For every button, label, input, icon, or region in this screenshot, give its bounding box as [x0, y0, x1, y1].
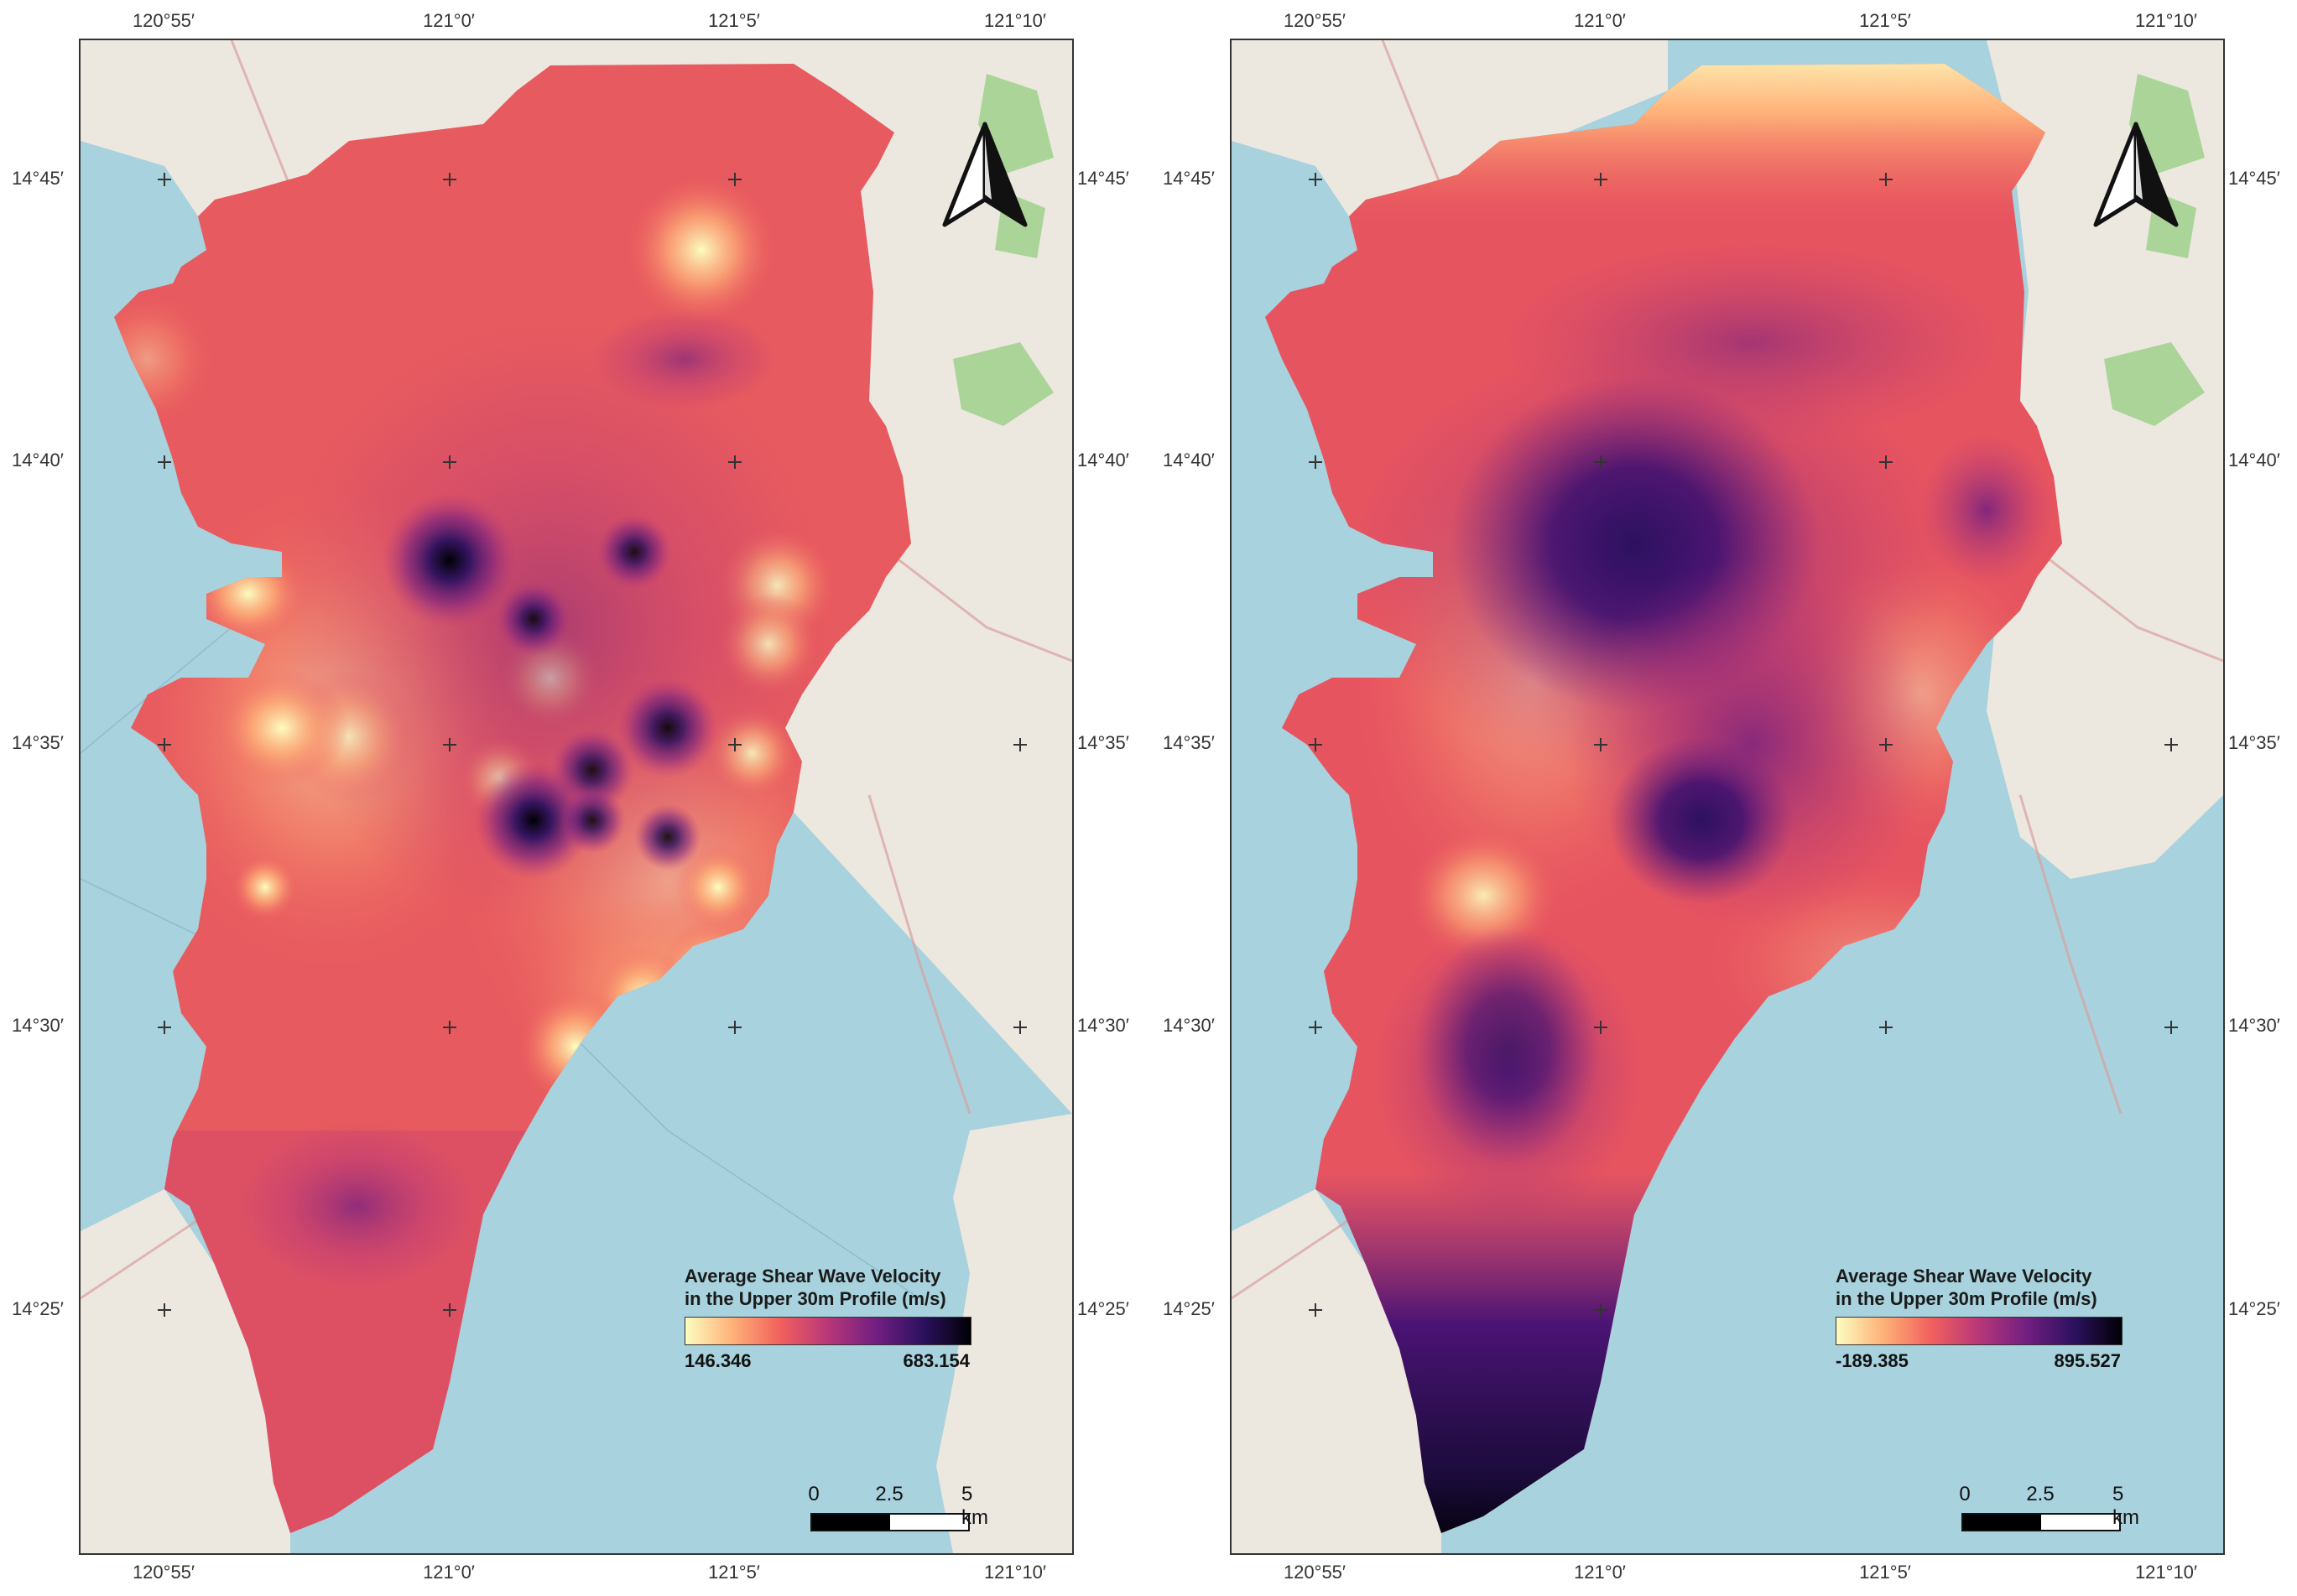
- legend-max: 683.154: [903, 1350, 970, 1371]
- lon-label: 121°10′: [2134, 10, 2198, 31]
- lat-label: 14°40′: [12, 450, 64, 470]
- lon-label: 121°0′: [423, 10, 475, 31]
- lon-label: 121°10′: [983, 10, 1047, 31]
- legend-min: -189.385: [1836, 1350, 1909, 1371]
- legend-title-line1: Average Shear Wave Velocity: [685, 1266, 941, 1287]
- lat-label: 14°35′: [1077, 732, 1129, 753]
- lat-label: 14°45′: [12, 168, 64, 189]
- legend: Average Shear Wave Velocity in the Upper…: [1836, 1265, 2188, 1374]
- scale-bar: 0 2.5 5 km: [1959, 1483, 2139, 1531]
- map-frame[interactable]: Average Shear Wave Velocity in the Upper…: [1230, 39, 2225, 1555]
- lat-label: 14°30′: [2228, 1015, 2280, 1036]
- scale-label-zero: 0: [1959, 1483, 1971, 1505]
- lat-label: 14°25′: [1163, 1298, 1215, 1319]
- lat-label: 14°45′: [2228, 168, 2280, 189]
- scale-label-zero: 0: [808, 1483, 820, 1505]
- legend: Average Shear Wave Velocity in the Upper…: [685, 1265, 1037, 1374]
- lat-label: 14°25′: [2228, 1298, 2280, 1319]
- legend-title-line1: Average Shear Wave Velocity: [1836, 1266, 2092, 1287]
- lon-label: 121°5′: [1859, 10, 1911, 31]
- lon-label: 121°0′: [1574, 1562, 1626, 1583]
- lon-label: 120°55′: [132, 10, 195, 31]
- legend-title-line2: in the Upper 30m Profile (m/s): [685, 1288, 946, 1309]
- map-canvas: [1232, 40, 2223, 1553]
- map-frame[interactable]: Average Shear Wave Velocity in the Upper…: [79, 39, 1074, 1555]
- lat-label: 14°30′: [12, 1015, 64, 1036]
- lat-label: 14°30′: [1077, 1015, 1129, 1036]
- graticule: [1309, 173, 2178, 1317]
- lat-label: 14°35′: [2228, 732, 2280, 753]
- lat-label: 14°45′: [1163, 168, 1215, 189]
- lat-label: 14°35′: [12, 732, 64, 753]
- graticule: [158, 173, 1027, 1317]
- lon-label: 121°0′: [423, 1562, 475, 1583]
- north-arrow-icon: [942, 122, 1028, 227]
- scale-label-max: 5 km: [961, 1483, 988, 1529]
- lon-label: 121°10′: [2134, 1562, 2198, 1583]
- lat-label: 14°40′: [1077, 450, 1129, 470]
- lat-label: 14°30′: [1163, 1015, 1215, 1036]
- lon-label: 121°10′: [983, 1562, 1047, 1583]
- lon-label: 120°55′: [132, 1562, 195, 1583]
- lat-label: 14°40′: [1163, 450, 1215, 470]
- legend-max: 895.527: [2054, 1350, 2121, 1371]
- lat-label: 14°40′: [2228, 450, 2280, 470]
- lat-label: 14°35′: [1163, 732, 1215, 753]
- lat-label: 14°25′: [12, 1298, 64, 1319]
- lat-label: 14°25′: [1077, 1298, 1129, 1319]
- scale-label-mid: 2.5: [875, 1483, 904, 1505]
- velocity-surface: [1265, 64, 2062, 1533]
- map-panel-right: 120°55′ 121°0′ 121°5′ 121°10′ 120°55′ 12…: [1151, 0, 2297, 1596]
- lon-label: 121°0′: [1574, 10, 1626, 31]
- lon-label: 121°5′: [708, 1562, 760, 1583]
- map-canvas: [81, 40, 1072, 1553]
- north-arrow-icon: [2093, 122, 2179, 227]
- lon-label: 120°55′: [1283, 10, 1346, 31]
- color-ramp: [685, 1317, 971, 1345]
- lat-label: 14°45′: [1077, 168, 1129, 189]
- lon-label: 121°5′: [1859, 1562, 1911, 1583]
- legend-min: 146.346: [685, 1350, 752, 1371]
- color-ramp: [1836, 1317, 2123, 1345]
- legend-title-line2: in the Upper 30m Profile (m/s): [1836, 1288, 2097, 1309]
- scale-label-mid: 2.5: [2026, 1483, 2055, 1505]
- map-panel-left: 120°55′ 121°0′ 121°5′ 121°10′ 120°55′ 12…: [12, 10, 1129, 1583]
- scale-bar: 0 2.5 5 km: [808, 1483, 988, 1531]
- lon-label: 120°55′: [1283, 1562, 1346, 1583]
- scale-label-max: 5 km: [2112, 1483, 2139, 1529]
- lon-label: 121°5′: [708, 10, 760, 31]
